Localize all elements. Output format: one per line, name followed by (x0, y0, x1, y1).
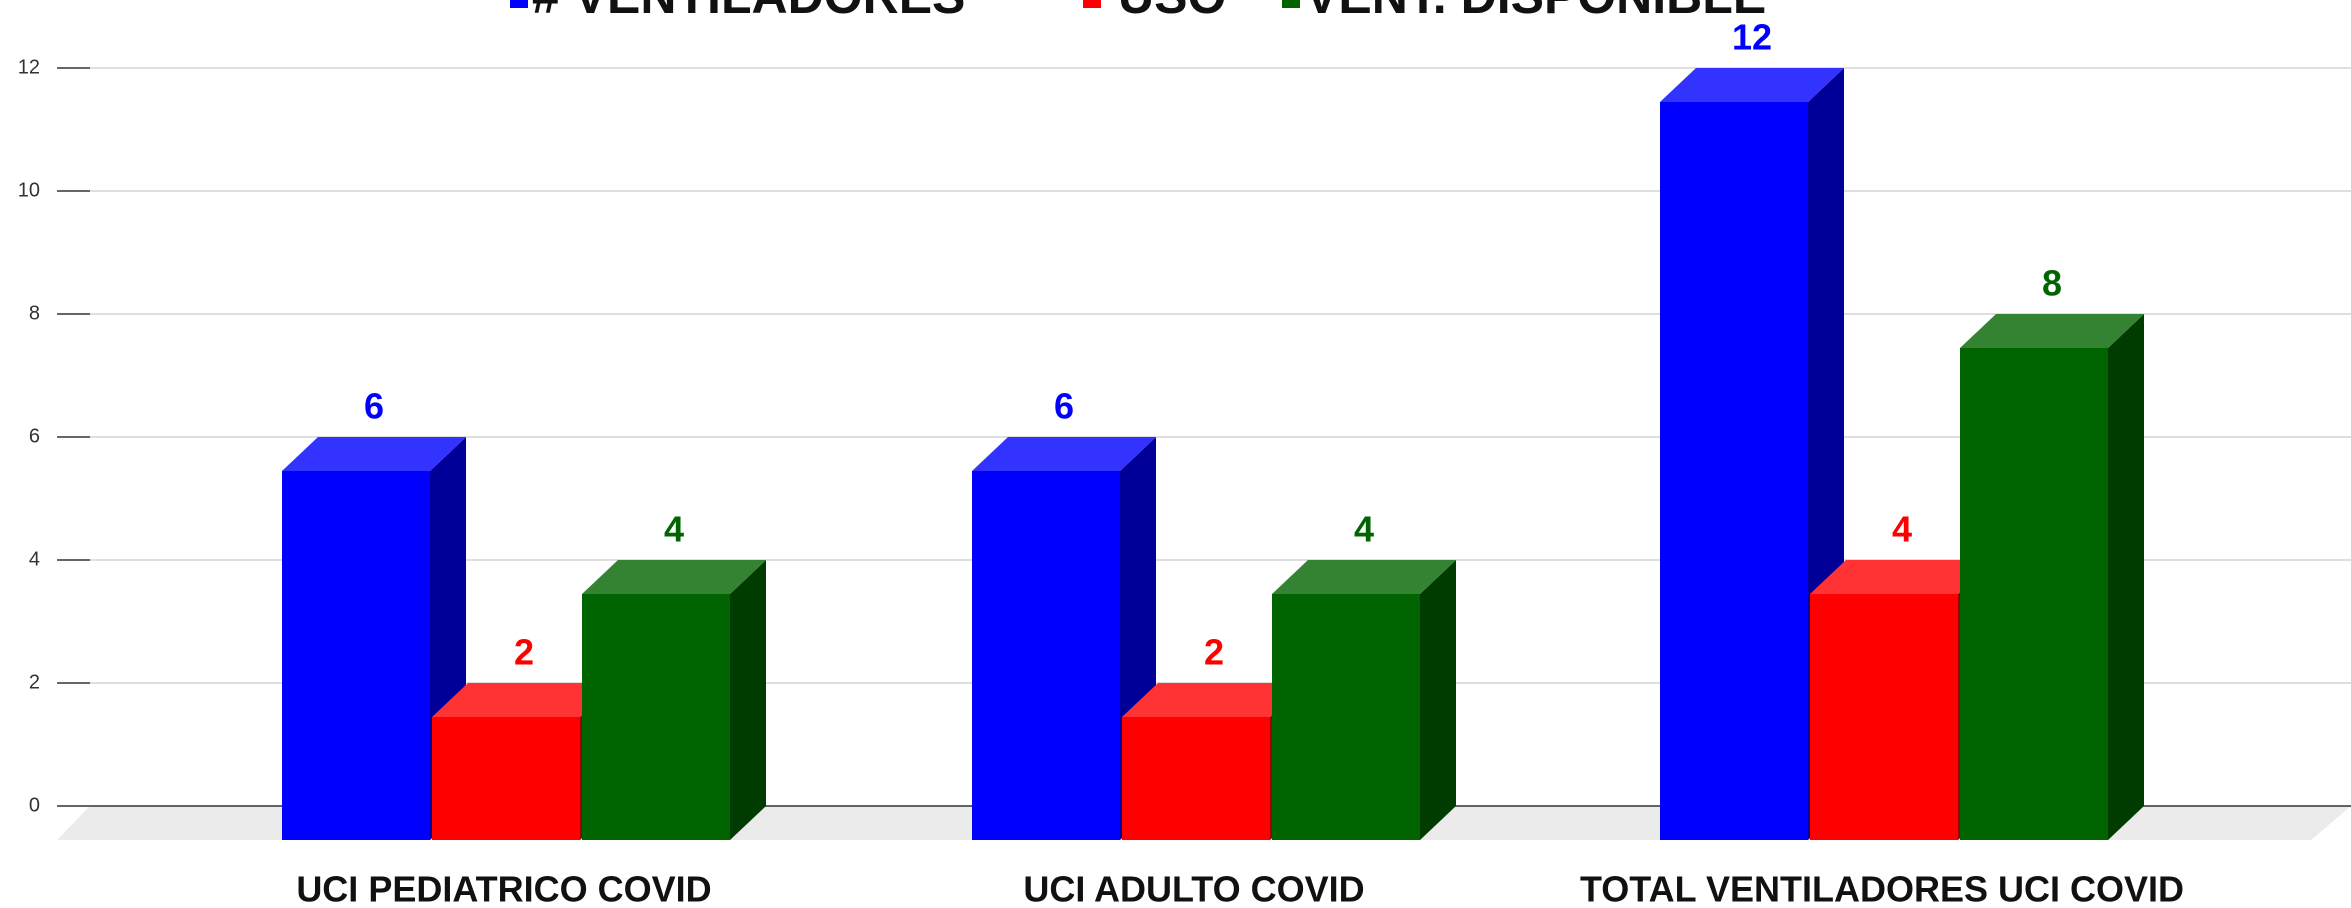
x-tick-label: UCI ADULTO COVID (1023, 869, 1364, 908)
bar (1272, 560, 1456, 840)
bar-front (282, 471, 430, 840)
y-tick-label: 12 (18, 56, 40, 78)
bar-front (1272, 594, 1420, 840)
bar-top (282, 437, 466, 471)
value-label: 4 (1354, 509, 1374, 550)
bar-side (2108, 314, 2144, 840)
bar-side (730, 560, 766, 840)
value-label: 4 (664, 509, 684, 550)
bar-top (582, 560, 766, 594)
bar-top (1660, 68, 1844, 102)
bar-front (1122, 717, 1270, 840)
value-label: 6 (364, 386, 384, 427)
y-tick-label: 8 (29, 302, 40, 324)
value-label: 6 (1054, 386, 1074, 427)
bar-front (1960, 348, 2108, 840)
x-tick-label: TOTAL VENTILADORES UCI COVID (1580, 869, 2184, 908)
bar (972, 437, 1156, 840)
bar-top (432, 683, 616, 717)
bar-front (582, 594, 730, 840)
value-label: 12 (1732, 17, 1772, 58)
bar-front (432, 717, 580, 840)
y-tick-label: 0 (29, 794, 40, 816)
bar (1960, 314, 2144, 840)
bar-top (1810, 560, 1994, 594)
bar-front (1810, 594, 1958, 840)
y-tick-label: 10 (18, 179, 40, 201)
bar-top (1122, 683, 1306, 717)
legend-swatch (1083, 0, 1101, 8)
legend-label: VENT. DISPONIBLE (1305, 0, 1766, 24)
bar-top (972, 437, 1156, 471)
bar-front (972, 471, 1120, 840)
y-tick-label: 4 (29, 548, 40, 570)
bar-front (1660, 102, 1808, 840)
bar-top (1272, 560, 1456, 594)
value-label: 4 (1892, 509, 1912, 550)
bar-side (1420, 560, 1456, 840)
legend-label: USO (1118, 0, 1226, 24)
legend-label: # VENTILADORES (532, 0, 965, 24)
x-tick-label: UCI PEDIATRICO COVID (296, 869, 711, 908)
legend-swatch (1282, 0, 1300, 8)
bar (282, 437, 466, 840)
legend-swatch (510, 0, 528, 8)
value-label: 2 (1204, 632, 1224, 673)
bar (582, 560, 766, 840)
bar-top (1960, 314, 2144, 348)
y-tick-label: 2 (29, 671, 40, 693)
value-label: 8 (2042, 263, 2062, 304)
legend: # VENTILADORES USO VENT. DISPONIBLE (510, 0, 1766, 24)
y-tick-label: 6 (29, 425, 40, 447)
value-label: 2 (514, 632, 534, 673)
